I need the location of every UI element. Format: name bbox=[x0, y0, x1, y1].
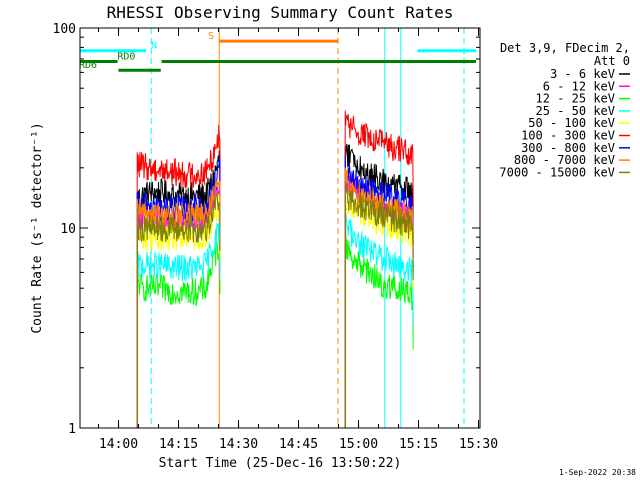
y-axis-label: Count Rate (s⁻¹ detector⁻¹) bbox=[30, 122, 45, 333]
series-line-7 bbox=[136, 179, 221, 428]
y-axis: 1 10 100 bbox=[53, 22, 480, 437]
x-tick-label: 14:00 bbox=[99, 437, 138, 452]
x-tick-label: 15:15 bbox=[399, 437, 438, 452]
generated-timestamp: 1-Sep-2022 20:38 bbox=[559, 468, 636, 477]
series-line-8 bbox=[344, 180, 414, 428]
plot-area: N S RD0 RD6 bbox=[79, 28, 476, 428]
y-tick-label: 10 bbox=[60, 222, 76, 237]
legend-label: 50 - 100 keV bbox=[528, 116, 615, 130]
legend-label: 25 - 50 keV bbox=[536, 104, 615, 118]
y-tick-label: 100 bbox=[53, 22, 76, 37]
series-line-2 bbox=[136, 230, 221, 428]
flag-label-rd0: RD0 bbox=[117, 51, 135, 62]
flag-label-s: S bbox=[208, 31, 214, 42]
legend-label: 800 - 7000 keV bbox=[514, 153, 615, 167]
chart-title: RHESSI Observing Summary Count Rates bbox=[107, 3, 454, 22]
x-axis-label: Start Time (25-Dec-16 13:50:22) bbox=[159, 456, 402, 471]
series-line-3 bbox=[344, 214, 414, 428]
legend-label: 100 - 300 keV bbox=[521, 129, 615, 143]
x-tick-label: 14:15 bbox=[159, 437, 198, 452]
legend-label: 300 - 800 keV bbox=[521, 141, 615, 155]
series-line-8 bbox=[136, 192, 221, 428]
legend-label: 3 - 6 keV bbox=[550, 67, 615, 81]
series-line-5 bbox=[344, 110, 414, 428]
flag-label-n: N bbox=[151, 41, 157, 52]
x-axis: 14:00 14:15 14:30 14:45 15:00 15:15 15:30 bbox=[98, 28, 498, 452]
x-tick-label: 14:45 bbox=[279, 437, 318, 452]
x-tick-label: 15:00 bbox=[339, 437, 378, 452]
x-tick-label: 15:30 bbox=[459, 437, 498, 452]
legend-title-line-2: Att 0 bbox=[594, 54, 630, 68]
y-tick-label: 1 bbox=[68, 422, 76, 437]
legend-label: 6 - 12 keV bbox=[543, 79, 615, 93]
series-line-3 bbox=[136, 220, 221, 428]
series-line-2 bbox=[344, 229, 414, 428]
x-tick-label: 14:30 bbox=[219, 437, 258, 452]
legend-label: 12 - 25 keV bbox=[536, 92, 615, 106]
series-line-6 bbox=[136, 158, 221, 428]
legend-label: 7000 - 15000 keV bbox=[499, 165, 615, 179]
series-line-5 bbox=[136, 124, 221, 428]
flag-label-rd6: RD6 bbox=[79, 60, 97, 71]
legend-title-line-1: Det 3,9, FDecim 2, bbox=[500, 41, 630, 55]
series-line-0 bbox=[136, 150, 221, 428]
